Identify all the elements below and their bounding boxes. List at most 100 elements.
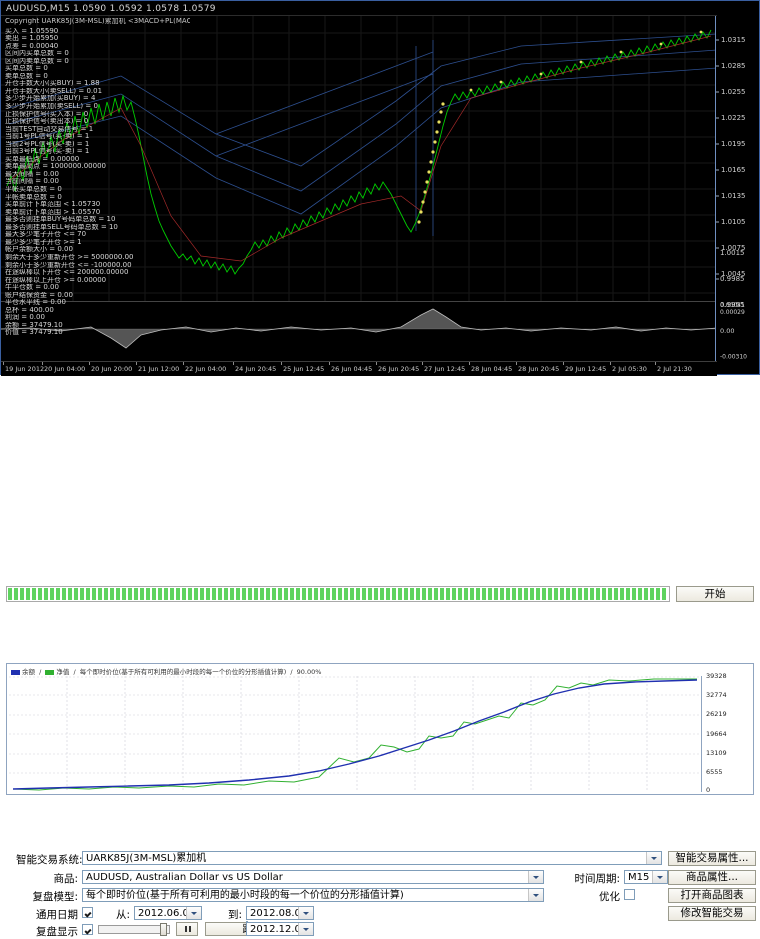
ea-line: 最多否则挂单SELL号码单总数 = 10 <box>5 223 118 231</box>
chevron-down-icon[interactable] <box>528 889 543 901</box>
from-date-combo[interactable]: 2012.06.04 <box>134 906 202 920</box>
model-combo[interactable]: 每个即时价位(基于所有可利用的最小时段的每一个价位的分形插值计算) <box>82 888 544 902</box>
price-tick: 1.0195 <box>721 140 746 148</box>
expert-properties-button[interactable]: 智能交易属性... <box>668 851 756 866</box>
ea-line: 卖出 = 1.05950 <box>5 35 59 43</box>
indicator-svg <box>1 303 717 360</box>
optimize-label: 优化 <box>599 891 620 903</box>
ea-line: 总杯 = 400.00 <box>5 306 54 314</box>
visual-mode-label: 复盘显示 <box>36 926 78 938</box>
expert-value: UARK85J(3M-MSL)累加机 <box>86 853 207 864</box>
price-tick: 1.0225 <box>721 114 746 122</box>
indicator-top-value: 0.00041 0.00029 <box>720 302 745 316</box>
use-date-label: 通用日期 <box>36 909 78 921</box>
chevron-down-icon[interactable] <box>528 871 543 883</box>
order-markers <box>417 30 703 224</box>
ea-line: 区间内买单总数 = 0 <box>5 50 69 58</box>
result-tick: 26219 <box>706 710 727 718</box>
skip-to-date-combo[interactable]: 2012.12.04 <box>246 922 314 936</box>
result-plot-svg <box>9 676 701 792</box>
ea-line: 牛平仓数 = 0.00 <box>5 284 59 292</box>
chevron-down-icon[interactable] <box>298 923 313 935</box>
to-date-combo[interactable]: 2012.08.07 <box>246 906 314 920</box>
model-legend-label: 每个即时价位(基于所有可利用的最小时段的每一个价位的分形插值计算) <box>79 668 287 676</box>
symbol-label: 商品: <box>53 873 78 885</box>
result-plot-area[interactable] <box>9 676 701 792</box>
time-tick: 2 Jul 05:30 <box>612 365 647 373</box>
ea-line: 买单最低点 = 0.00000 <box>5 155 80 163</box>
start-button[interactable]: 开始 <box>676 586 754 602</box>
indicator-bottom-value: -0.00310 <box>720 353 747 361</box>
ea-line: 最大间隔 = 0.00 <box>5 170 59 178</box>
balance-line <box>12 679 698 790</box>
ea-line: 当前1号PL信号(买-卖) = 1 <box>5 133 90 141</box>
time-tick: 28 Jun 04:45 <box>471 365 513 373</box>
to-date-value: 2012.08.07 <box>250 908 300 919</box>
indicator-plot-area[interactable] <box>1 303 717 360</box>
quality-legend-label: 90.00% <box>296 668 322 676</box>
model-value: 每个即时价位(基于所有可利用的最小时段的每一个价位的分形插值计算) <box>86 890 404 901</box>
ea-line: 账户结保资金 = 0.00 <box>5 291 73 299</box>
ea-line: 卖单前计下单范围 > 1.05570 <box>5 208 101 216</box>
ea-line: 在途纵棒以上开仓 >= 0.00000 <box>5 276 107 284</box>
expert-combo[interactable]: UARK85J(3M-MSL)累加机 <box>82 851 662 865</box>
chevron-down-icon[interactable] <box>646 852 661 864</box>
chevron-down-icon[interactable] <box>652 871 667 883</box>
ea-line: 点差 = 0.00040 <box>5 42 59 50</box>
result-graph-window[interactable]: 余额 / 净值 / 每个即时价位(基于所有可利用的最小时段的每一个价位的分形插值… <box>6 663 754 795</box>
speed-slider-thumb[interactable] <box>160 923 167 936</box>
price-tick: 1.0075 <box>721 244 746 252</box>
symbol-properties-button[interactable]: 商品属性... <box>668 870 756 885</box>
to-label: 到: <box>227 909 242 921</box>
time-tick: 20 Jun 04:00 <box>44 365 86 373</box>
result-tick: 19664 <box>706 730 727 738</box>
result-legend: 余额 / 净值 / 每个即时价位(基于所有可利用的最小时段的每一个价位的分形插值… <box>11 666 321 676</box>
indicator-separator <box>1 301 717 302</box>
ea-line: 开仓手数大小(买BUY) = 1.88 <box>5 80 100 88</box>
equity-legend-swatch <box>45 669 55 675</box>
time-tick: 19 Jun 2012 <box>5 365 45 373</box>
ea-line: 买单前计下单范围 < 1.05730 <box>5 201 101 209</box>
equity-legend-label: 净值 <box>56 668 70 676</box>
from-date-value: 2012.06.04 <box>138 908 188 919</box>
ea-line: Copyright UARK85J(3M-MSL)累加机 <3MACD+PL(M… <box>5 18 190 25</box>
price-plot-svg <box>1 16 717 301</box>
ea-line: 余额 = 37479.10 <box>5 321 63 329</box>
price-plot-area[interactable] <box>1 16 717 301</box>
ea-line: 最多否则挂单BUY号码单总数 = 10 <box>5 216 116 224</box>
time-tick: 21 Jun 12:00 <box>138 365 180 373</box>
chevron-down-icon[interactable] <box>186 907 201 919</box>
expert-label: 智能交易系统: <box>16 854 83 866</box>
ea-line: 在途纵棒以下开仓 <= 200000.00000 <box>5 269 129 277</box>
ea-line: 卖单总数 = 0 <box>5 72 48 80</box>
ea-line: 利润 = 0.00 <box>5 314 45 322</box>
price-tick: 1.0165 <box>721 166 746 174</box>
plot-grid <box>1 16 717 301</box>
model-label: 复盘模型: <box>32 891 78 903</box>
result-tick: 32774 <box>706 691 727 699</box>
ea-line: 价值 = 37479.10 <box>5 329 63 337</box>
price-scale[interactable]: 1.0315 1.0285 1.0255 1.0225 1.0195 1.016… <box>715 16 759 361</box>
open-chart-button[interactable]: 打开商品图表 <box>668 888 756 903</box>
pause-button[interactable] <box>176 922 198 936</box>
period-combo[interactable]: M15 <box>624 870 668 884</box>
symbol-value: AUDUSD, Australian Dollar vs US Dollar <box>86 872 283 883</box>
symbol-combo[interactable]: AUDUSD, Australian Dollar vs US Dollar <box>82 870 544 884</box>
expert-advisor-readout: Copyright UARK85J(3M-MSL)累加机 <3MACD+PL(M… <box>5 18 190 337</box>
indicator-zero-value: 0.00 <box>720 327 735 335</box>
ea-line: 平仓水平线 = 0.00 <box>5 299 66 307</box>
chevron-down-icon[interactable] <box>298 907 313 919</box>
time-tick: 27 Jun 12:45 <box>424 365 466 373</box>
strategy-tester-panel: 智能交易系统: UARK85J(3M-MSL)累加机 智能交易属性... 商品:… <box>0 415 760 938</box>
modify-expert-button[interactable]: 修改智能交易 <box>668 906 756 921</box>
time-tick: 2 Jul 21:30 <box>657 365 692 373</box>
use-date-checkbox[interactable] <box>82 907 93 918</box>
ea-line: 平帐卖单总数 = 0 <box>5 193 62 201</box>
visual-mode-checkbox[interactable] <box>82 924 93 935</box>
period-label: 时间周期: <box>574 873 620 885</box>
optimize-checkbox[interactable] <box>624 889 635 900</box>
ea-line: 剩余大于多少重新开仓 >= 5000000.00 <box>5 253 134 261</box>
main-chart-window[interactable]: AUDUSD,M15 1.0590 1.0592 1.0578 1.0579 <box>0 0 760 376</box>
result-tick: 6555 <box>706 768 723 776</box>
time-tick: 22 Jun 04:00 <box>185 365 227 373</box>
